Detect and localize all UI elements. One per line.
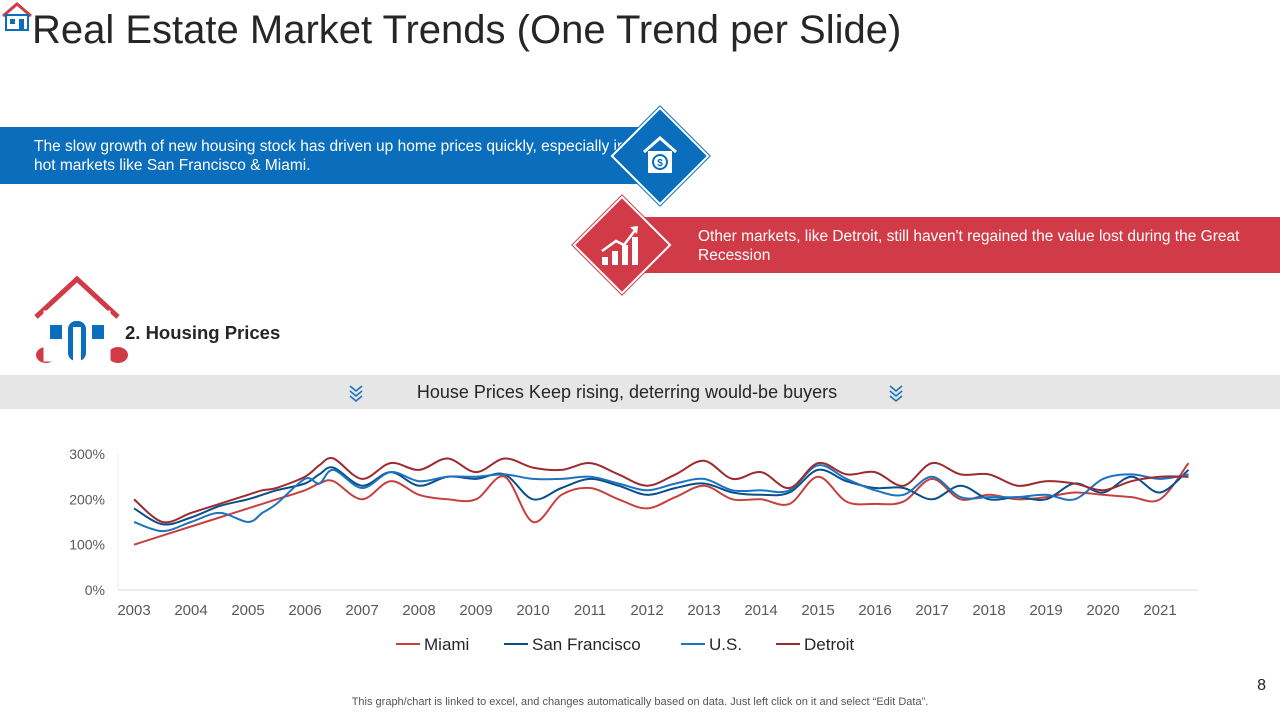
x-tick-label: 2010 — [516, 602, 549, 619]
page-number: 8 — [1257, 677, 1266, 694]
x-tick-label: 2017 — [915, 602, 948, 619]
x-tick-label: 2007 — [345, 602, 378, 619]
x-tick-label: 2008 — [402, 602, 435, 619]
blue-trend-banner: The slow growth of new housing stock has… — [0, 127, 640, 184]
blue-banner-text: The slow growth of new housing stock has… — [34, 138, 626, 174]
x-tick-label: 2006 — [288, 602, 321, 619]
x-tick-label: 2009 — [459, 602, 492, 619]
x-tick-label: 2021 — [1143, 602, 1176, 619]
callout-bar: House Prices Keep rising, deterring woul… — [0, 375, 1280, 409]
x-tick-label: 2019 — [1029, 602, 1062, 619]
x-tick-label: 2015 — [801, 602, 834, 619]
legend-label-detroit: Detroit — [804, 635, 854, 654]
x-tick-label: 2012 — [630, 602, 663, 619]
legend-label-us: U.S. — [709, 635, 742, 654]
red-banner-text: Other markets, like Detroit, still haven… — [698, 228, 1240, 264]
x-tick-label: 2013 — [687, 602, 720, 619]
red-trend-banner: Other markets, like Detroit, still haven… — [640, 217, 1280, 273]
x-tick-label: 2020 — [1086, 602, 1119, 619]
footnote: This graph/chart is linked to excel, and… — [351, 696, 929, 708]
series-line-us — [133, 464, 1189, 533]
x-tick-label: 2003 — [117, 602, 150, 619]
x-tick-label: 2004 — [174, 602, 207, 619]
legend-label-san-francisco: San Francisco — [532, 635, 641, 654]
svg-text:$: $ — [657, 158, 663, 169]
chevrons-down-icon — [889, 385, 903, 403]
series-line-miami — [133, 462, 1190, 546]
legend-label-miami: Miami — [424, 635, 469, 654]
x-tick-label: 2011 — [574, 602, 606, 619]
growth-chart-icon — [601, 226, 638, 265]
y-tick-label: 200% — [69, 491, 105, 507]
page-title: Real Estate Market Trends (One Trend per… — [32, 8, 902, 52]
x-tick-label: 2016 — [858, 602, 891, 619]
section-label: 2. Housing Prices — [125, 322, 281, 343]
x-tick-label: 2018 — [972, 602, 1005, 619]
house-icon — [34, 275, 128, 363]
house-dollar-icon: $ — [643, 136, 677, 173]
series-line-san-francisco — [133, 466, 1190, 526]
chevrons-down-icon — [349, 385, 363, 403]
housing-price-line-chart: 0% 100% 200% 300% 2003 2004 2005 2006 2007 2008 20… — [69, 446, 1198, 654]
y-tick-label: 300% — [69, 446, 105, 462]
callout-text: House Prices Keep rising, deterring woul… — [416, 382, 838, 402]
y-tick-label: 100% — [69, 537, 105, 553]
y-tick-label: 0% — [85, 582, 105, 598]
x-tick-label: 2005 — [231, 602, 264, 619]
house-logo-icon — [2, 2, 32, 31]
x-tick-label: 2014 — [744, 602, 777, 619]
series-line-detroit — [133, 457, 1189, 524]
